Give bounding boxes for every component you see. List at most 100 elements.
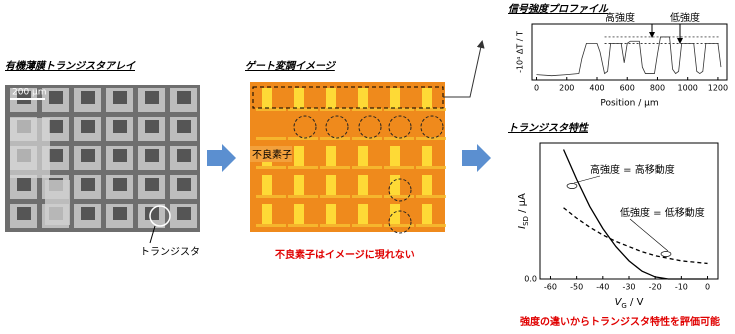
bright-cell [422, 204, 432, 224]
bright-line [416, 166, 446, 169]
channel [49, 120, 63, 133]
profile-title: 信号強度プロファイル [508, 3, 609, 15]
bright-cell [294, 175, 304, 195]
bright-cell [294, 146, 304, 166]
annotation: 高強度 [605, 11, 635, 24]
bright-line [352, 108, 382, 111]
bright-line [384, 195, 414, 198]
channel [145, 149, 159, 162]
channel [145, 120, 159, 133]
bright-line [320, 195, 350, 198]
channel [113, 149, 127, 162]
bright-line [352, 224, 382, 227]
bright-cell [390, 175, 400, 195]
y-axis-label: ISD / μA [517, 193, 530, 229]
bright-cell [358, 204, 368, 224]
series-marker [566, 183, 578, 189]
dashed-box [252, 86, 444, 109]
bright-cell [390, 146, 400, 166]
x-tick-label: 400 [589, 84, 604, 93]
legend-leader [573, 175, 601, 184]
conclusion: 強度の違いからトランジスタ特性を評価可能 [520, 315, 720, 328]
bright-cell [358, 88, 368, 108]
bright-line [384, 108, 414, 111]
x-tick-label: -20 [649, 283, 662, 292]
bright-line [320, 224, 350, 227]
x-tick-label: 0 [705, 283, 710, 292]
bright-cell [262, 88, 272, 108]
microscope-image [5, 85, 200, 232]
channel [177, 91, 191, 104]
channel [113, 91, 127, 104]
x-tick-label: -10 [675, 283, 688, 292]
bright-cell [326, 175, 336, 195]
annotation: 低強度 [670, 11, 700, 24]
x-tick-label: 1200 [708, 84, 728, 93]
defect-circle [293, 115, 317, 139]
transfer-title: トランジスタ特性 [508, 122, 590, 134]
defect-circle [388, 210, 412, 234]
damage [10, 118, 50, 178]
channel [81, 149, 95, 162]
bright-cell [262, 204, 272, 224]
bright-cell [422, 88, 432, 108]
x-tick-label: 0 [534, 84, 539, 93]
bright-line [416, 137, 446, 140]
x-tick-label: 800 [650, 84, 665, 93]
y-tick-label: 0.0 [524, 275, 537, 284]
defect-circles [293, 115, 444, 234]
damage [45, 180, 70, 225]
line [563, 207, 708, 265]
bright-cell [294, 88, 304, 108]
callout-circle [149, 205, 171, 227]
x-axis-label-sub: G [621, 302, 626, 310]
callout-line [149, 225, 156, 244]
bright-line [384, 166, 414, 169]
y-axis-label: -10⁴ ΔT / T [516, 31, 525, 73]
bright-cell [422, 175, 432, 195]
y-axis-label-main: I [517, 226, 528, 229]
y-axis-label-sub: SD [522, 216, 530, 226]
channel [81, 120, 95, 133]
channel [17, 207, 31, 220]
channel [81, 178, 95, 191]
bright-line [256, 195, 286, 198]
bright-cell [390, 88, 400, 108]
legend-label: 低強度 = 低移動度 [620, 206, 705, 219]
channel [177, 207, 191, 220]
bright-line [288, 108, 318, 111]
bright-line [288, 224, 318, 227]
x-tick-label: -60 [544, 283, 557, 292]
x-tick-label: -50 [570, 283, 583, 292]
channel [17, 91, 31, 104]
x-tick-label: -30 [622, 283, 635, 292]
image-callout: 不良素子 [252, 148, 292, 161]
channel [113, 207, 127, 220]
bright-line [256, 166, 286, 169]
channel [113, 178, 127, 191]
arrow [462, 144, 491, 172]
bright-line [320, 137, 350, 140]
bright-cell [326, 146, 336, 166]
bright-line [256, 224, 286, 227]
bright-line [352, 166, 382, 169]
channel [49, 91, 63, 104]
bright-line [352, 195, 382, 198]
bright-line [384, 137, 414, 140]
channel [145, 91, 159, 104]
bright-cell [326, 88, 336, 108]
bright-cell [262, 175, 272, 195]
connector [443, 40, 485, 98]
bright-line [320, 166, 350, 169]
bright-cell [390, 204, 400, 224]
channel [177, 178, 191, 191]
arrow [207, 144, 236, 172]
channel [49, 149, 63, 162]
image-title: ゲート変調イメージ [245, 60, 337, 72]
plot-frame [531, 23, 728, 81]
channel [81, 91, 95, 104]
label-bg [250, 146, 292, 162]
bright-cell [326, 204, 336, 224]
